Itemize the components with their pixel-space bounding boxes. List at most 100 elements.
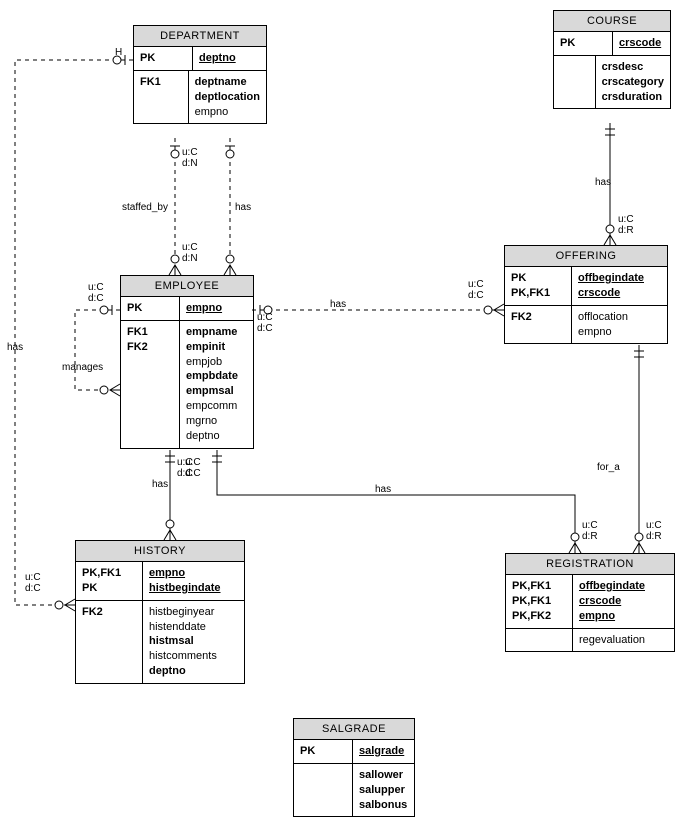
svg-text:has: has xyxy=(330,299,346,310)
svg-text:d:C: d:C xyxy=(25,583,41,594)
svg-text:d:N: d:N xyxy=(182,158,198,169)
attr-name: crscode xyxy=(578,286,661,301)
entity-title: DEPARTMENT xyxy=(134,26,266,47)
key-label: FK1 xyxy=(127,325,173,340)
entity-registration: REGISTRATIONPK,FK1PK,FK1PK,FK2offbeginda… xyxy=(505,553,675,652)
attr-column: sallowersaluppersalbonus xyxy=(353,764,414,817)
attr-column: deptnamedeptlocationempno xyxy=(189,71,266,124)
svg-text:d:C: d:C xyxy=(468,290,484,301)
attr-column: regevaluation xyxy=(573,629,674,652)
attr-name: histenddate xyxy=(149,620,238,635)
relationship-has_emp_hist: hasu:Cd:C xyxy=(152,450,193,540)
relationship-for_a: for_au:Cd:R xyxy=(597,345,662,553)
attr-name: empmsal xyxy=(186,384,247,399)
attr-name: sallower xyxy=(359,768,408,783)
attr-name: empbdate xyxy=(186,369,247,384)
key-column: FK2 xyxy=(505,306,572,344)
entity-section: FK2 offlocationempno xyxy=(505,306,667,344)
svg-text:d:R: d:R xyxy=(618,225,634,236)
svg-text:u:C: u:C xyxy=(177,457,193,468)
svg-text:for_a: for_a xyxy=(597,462,620,473)
attr-name: empjob xyxy=(186,355,247,370)
entity-employee: EMPLOYEEPKempnoFK1FK2empnameempinitempjo… xyxy=(120,275,254,449)
key-label: PK xyxy=(82,581,136,596)
attr-column: salgrade xyxy=(353,740,414,763)
key-label: PK,FK1 xyxy=(511,286,565,301)
svg-text:d:N: d:N xyxy=(182,253,198,264)
entity-course: COURSEPKcrscodecrsdesccrscategorycrsdura… xyxy=(553,10,671,109)
key-label: FK2 xyxy=(511,310,565,325)
svg-text:has: has xyxy=(235,202,251,213)
svg-text:d:C: d:C xyxy=(88,293,104,304)
attr-column: offbegindatecrscodeempno xyxy=(573,575,674,628)
svg-text:has: has xyxy=(7,342,23,353)
attr-name: empno xyxy=(149,566,238,581)
attr-name: histbegindate xyxy=(149,581,238,596)
key-column: PK,FK1PK xyxy=(76,562,143,600)
entity-section: regevaluation xyxy=(506,629,674,652)
svg-text:d:R: d:R xyxy=(582,531,598,542)
entity-section: PK,FK1PK empnohistbegindate xyxy=(76,562,244,601)
key-label: PK xyxy=(140,51,186,66)
attr-name: crscategory xyxy=(602,75,664,90)
attr-name: empno xyxy=(195,105,260,120)
entity-section: FK1FK2empnameempinitempjobempbdateempmsa… xyxy=(121,321,253,448)
key-label: FK2 xyxy=(127,340,173,355)
entity-title: EMPLOYEE xyxy=(121,276,253,297)
svg-text:u:C: u:C xyxy=(257,312,273,323)
key-label: PK xyxy=(560,36,606,51)
attr-column: empno xyxy=(180,297,253,320)
entity-section: PKPK,FK1offbegindatecrscode xyxy=(505,267,667,306)
entity-title: COURSE xyxy=(554,11,670,32)
attr-column: empnameempinitempjobempbdateempmsalempco… xyxy=(180,321,253,448)
key-column xyxy=(294,764,353,817)
entity-offering: OFFERINGPKPK,FK1offbegindatecrscodeFK2of… xyxy=(504,245,668,344)
svg-text:u:C: u:C xyxy=(618,214,634,225)
svg-text:d:C: d:C xyxy=(185,468,201,479)
key-column: PK xyxy=(294,740,353,763)
entity-section: FK1 deptnamedeptlocationempno xyxy=(134,71,266,124)
key-column xyxy=(554,56,596,109)
key-label: PK xyxy=(127,301,173,316)
attr-name: regevaluation xyxy=(579,633,668,648)
key-label: PK,FK1 xyxy=(512,594,566,609)
attr-name: mgrno xyxy=(186,414,247,429)
entity-title: OFFERING xyxy=(505,246,667,267)
entity-section: PK empno xyxy=(121,297,253,321)
svg-text:u:C: u:C xyxy=(582,520,598,531)
attr-name: histbeginyear xyxy=(149,605,238,620)
svg-text:u:C: u:C xyxy=(182,242,198,253)
svg-text:u:C: u:C xyxy=(646,520,662,531)
attr-name: deptno xyxy=(186,429,247,444)
svg-text:u:C: u:C xyxy=(185,457,201,468)
key-label: PK,FK2 xyxy=(512,609,566,624)
attr-column: deptno xyxy=(193,47,266,70)
attr-column: offlocationempno xyxy=(572,306,667,344)
attr-name: salgrade xyxy=(359,744,408,759)
attr-name: crscode xyxy=(579,594,668,609)
entity-salgrade: SALGRADEPKsalgradesallowersaluppersalbon… xyxy=(293,718,415,817)
relationship-has_crs_off: has u:Cd:R xyxy=(595,123,634,245)
svg-text:u:C: u:C xyxy=(182,147,198,158)
relationship-has_dept_hist: hasHu:Cd:C xyxy=(7,47,133,611)
svg-text:has: has xyxy=(375,484,391,495)
attr-name: empname xyxy=(186,325,247,340)
attr-name: histmsal xyxy=(149,634,238,649)
key-column: PK xyxy=(121,297,180,320)
svg-text:has: has xyxy=(595,177,611,188)
attr-name: deptname xyxy=(195,75,260,90)
key-label: FK1 xyxy=(140,75,182,90)
relationship-has_emp_reg: hasu:Cd:Cu:Cd:R xyxy=(185,450,598,553)
key-column: PK,FK1PK,FK1PK,FK2 xyxy=(506,575,573,628)
attr-name: salupper xyxy=(359,783,408,798)
attr-name: offbegindate xyxy=(578,271,661,286)
svg-text:u:C: u:C xyxy=(25,572,41,583)
entity-section: sallowersaluppersalbonus xyxy=(294,764,414,817)
key-column: PK xyxy=(554,32,613,55)
attr-name: offlocation xyxy=(578,310,661,325)
key-column: FK1FK2 xyxy=(121,321,180,448)
entity-section: crsdesccrscategorycrsduration xyxy=(554,56,670,109)
key-column xyxy=(506,629,573,652)
attr-column: histbeginyearhistenddatehistmsalhistcomm… xyxy=(143,601,244,683)
attr-name: crsduration xyxy=(602,90,664,105)
